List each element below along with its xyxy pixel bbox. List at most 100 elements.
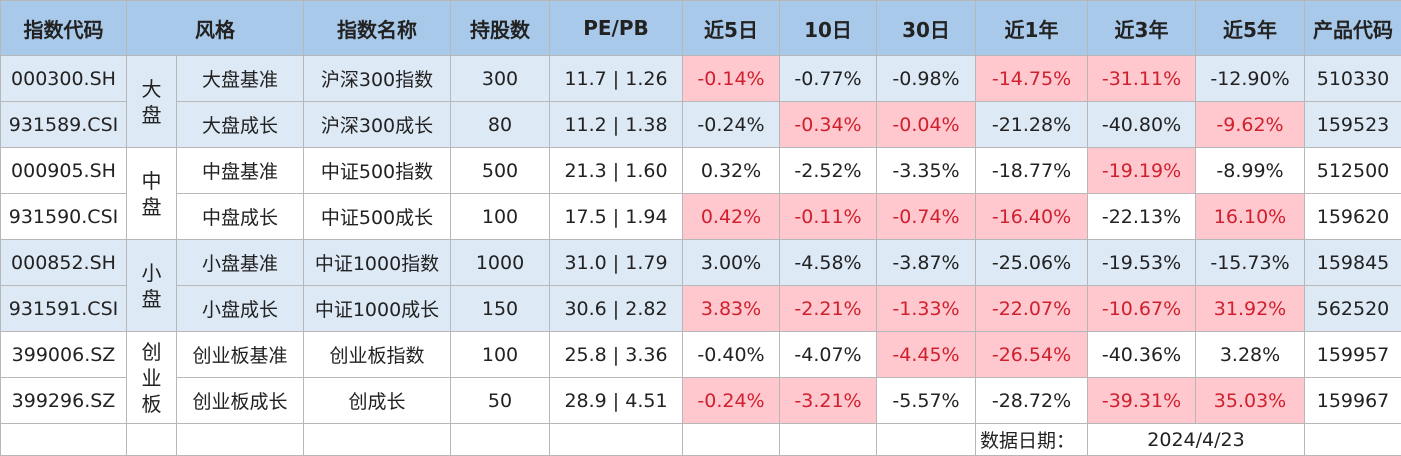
header-cell: 30日 xyxy=(876,0,976,56)
data-row: 931590.CSI 中盘成长 中证500成长 100 17.5 | 1.94 0.42%… xyxy=(0,193,1401,240)
empty-cell xyxy=(303,423,451,456)
cell: -0.11% xyxy=(779,193,877,240)
cell: 159845 xyxy=(1304,239,1401,286)
cell: -0.24% xyxy=(682,377,780,424)
header-cell: 近1年 xyxy=(975,0,1088,56)
cell: 000905.SH xyxy=(0,147,127,194)
header-cell: 指数名称 xyxy=(303,0,451,56)
cell: 399296.SZ xyxy=(0,377,127,424)
header-cell: 风格 xyxy=(126,0,304,56)
cell: -18.77% xyxy=(975,147,1088,194)
cell: -0.24% xyxy=(682,101,780,148)
group-text: 中盘 xyxy=(141,168,162,219)
cell: -19.19% xyxy=(1087,147,1196,194)
cell: -0.40% xyxy=(682,331,780,378)
cell: -0.77% xyxy=(779,55,877,102)
cell: -5.57% xyxy=(876,377,976,424)
group-text: 小盘 xyxy=(141,260,162,311)
empty-cell xyxy=(549,423,683,456)
cell: 3.83% xyxy=(682,285,780,332)
data-row: 399006.SZ 创业板 创业板基准 创业板指数 100 25.8 | 3.36 -0.4… xyxy=(0,331,1401,424)
header-cell: 产品代码 xyxy=(1304,0,1401,56)
data-row: 000300.SH 大盘 大盘基准 沪深300指数 300 11.7 | 1.26 -0.1… xyxy=(0,55,1401,148)
data-row: 000905.SH 中盘 中盘基准 中证500指数 500 21.3 | 1.60 0.32… xyxy=(0,147,1401,240)
cell: 80 xyxy=(450,101,550,148)
cell: -40.80% xyxy=(1087,101,1196,148)
cell: 562520 xyxy=(1304,285,1401,332)
cell: -2.21% xyxy=(779,285,877,332)
header-cell: 持股数 xyxy=(450,0,550,56)
cell: 159967 xyxy=(1304,377,1401,424)
data-row: 000852.SH 小盘 小盘基准 中证1000指数 1000 31.0 | 1.79 3.… xyxy=(0,239,1401,332)
empty-cell xyxy=(0,423,127,456)
cell: 21.3 | 1.60 xyxy=(549,147,683,194)
footer-row: 数据日期： 2024/4/23 xyxy=(0,423,1401,456)
footer-label: 数据日期： xyxy=(975,423,1088,456)
cell: -26.54% xyxy=(975,331,1088,378)
cell: 创成长 xyxy=(303,377,451,424)
cell: 中证500指数 xyxy=(303,147,451,194)
cell: 16.10% xyxy=(1195,193,1305,240)
header-cell: 近5日 xyxy=(682,0,780,56)
cell: 30.6 | 2.82 xyxy=(549,285,683,332)
header-row: 指数代码 风格 指数名称 持股数 PE/PB 近5日 10日 30日 近1年 近3年 近5年 产品代码 xyxy=(0,0,1401,56)
cell: 大盘成长 xyxy=(176,101,304,148)
cell: 000852.SH xyxy=(0,239,127,286)
cell: -22.13% xyxy=(1087,193,1196,240)
cell: -21.28% xyxy=(975,101,1088,148)
cell: 931591.CSI xyxy=(0,285,127,332)
cell: -4.45% xyxy=(876,331,976,378)
cell: 0.42% xyxy=(682,193,780,240)
cell: -8.99% xyxy=(1195,147,1305,194)
cell: -0.34% xyxy=(779,101,877,148)
cell: 3.28% xyxy=(1195,331,1305,378)
cell: 931590.CSI xyxy=(0,193,127,240)
cell: 小盘基准 xyxy=(176,239,304,286)
cell: -0.74% xyxy=(876,193,976,240)
cell: 31.0 | 1.79 xyxy=(549,239,683,286)
data-row: 399296.SZ 创业板成长 创成长 50 28.9 | 4.51 -0.24% -3.2… xyxy=(0,377,1401,424)
cell: -39.31% xyxy=(1087,377,1196,424)
header-cell: 10日 xyxy=(779,0,877,56)
cell: 小盘成长 xyxy=(176,285,304,332)
cell: -25.06% xyxy=(975,239,1088,286)
cell: 150 xyxy=(450,285,550,332)
cell: 1000 xyxy=(450,239,550,286)
data-row: 931591.CSI 小盘成长 中证1000成长 150 30.6 | 2.82 3.83… xyxy=(0,285,1401,332)
cell: -28.72% xyxy=(975,377,1088,424)
cell: -4.58% xyxy=(779,239,877,286)
empty-cell xyxy=(779,423,877,456)
group-text: 大盘 xyxy=(141,76,162,127)
cell: -4.07% xyxy=(779,331,877,378)
cell: -16.40% xyxy=(975,193,1088,240)
cell: -3.21% xyxy=(779,377,877,424)
cell: 中盘基准 xyxy=(176,147,304,194)
cell: -0.04% xyxy=(876,101,976,148)
cell: 中盘成长 xyxy=(176,193,304,240)
cell: 512500 xyxy=(1304,147,1401,194)
empty-cell xyxy=(1304,423,1401,456)
group-label: 创业板 xyxy=(126,331,177,424)
cell: -19.53% xyxy=(1087,239,1196,286)
header-cell: PE/PB xyxy=(549,0,683,56)
cell: -14.75% xyxy=(975,55,1088,102)
cell: 3.00% xyxy=(682,239,780,286)
cell: -0.14% xyxy=(682,55,780,102)
cell: -40.36% xyxy=(1087,331,1196,378)
cell: 中证500成长 xyxy=(303,193,451,240)
cell: 11.7 | 1.26 xyxy=(549,55,683,102)
group-label: 小盘 xyxy=(126,239,177,332)
cell: 31.92% xyxy=(1195,285,1305,332)
cell: 中证1000指数 xyxy=(303,239,451,286)
cell: 100 xyxy=(450,193,550,240)
cell: 25.8 | 3.36 xyxy=(549,331,683,378)
empty-cell xyxy=(876,423,976,456)
cell: 创业板指数 xyxy=(303,331,451,378)
cell: -12.90% xyxy=(1195,55,1305,102)
cell: 创业板成长 xyxy=(176,377,304,424)
cell: 28.9 | 4.51 xyxy=(549,377,683,424)
header-cell: 近5年 xyxy=(1195,0,1305,56)
cell: -31.11% xyxy=(1087,55,1196,102)
